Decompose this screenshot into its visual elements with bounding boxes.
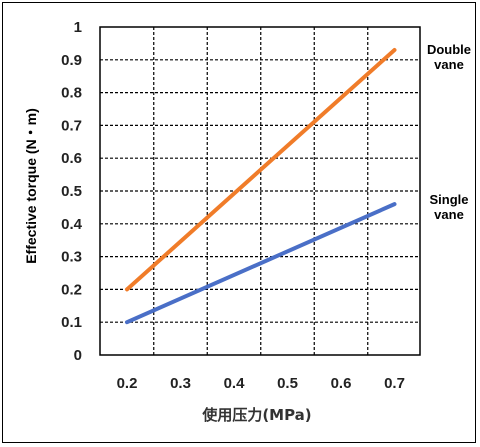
x-tick-label: 0.4	[224, 375, 246, 392]
series-lines	[125, 47, 397, 325]
x-tick-label: 0.7	[384, 375, 405, 392]
series-label-double-vane: Double vane	[427, 42, 471, 72]
x-tick-label: 0.5	[277, 375, 298, 392]
x-axis-ticks: 0.2 0.3 0.4 0.5 0.6 0.7	[117, 375, 405, 392]
y-tick-label: 0.8	[61, 85, 82, 102]
series-line-double-vane	[125, 47, 397, 292]
series-label-single-vane: Single vane	[429, 192, 468, 222]
y-tick-label: 0.3	[61, 249, 82, 266]
y-tick-label: 0.6	[61, 150, 82, 167]
x-tick-label: 0.6	[331, 375, 352, 392]
series-label-line: vane	[434, 207, 464, 222]
y-tick-label: 0	[74, 347, 82, 364]
y-tick-label: 0.7	[61, 117, 82, 134]
y-tick-label: 1	[74, 19, 82, 36]
y-axis-title: Effective torque (N・m)	[23, 108, 39, 264]
y-tick-label: 0.2	[61, 281, 82, 298]
series-label-line: Double	[427, 42, 471, 57]
series-label-line: vane	[434, 57, 464, 72]
y-tick-label: 0.1	[61, 314, 82, 331]
y-axis-ticks: 0 0.1 0.2 0.3 0.4 0.5 0.6 0.7 0.8 0.9 1	[61, 19, 83, 364]
series-label-line: Single	[429, 192, 468, 207]
chart-frame	[2, 2, 476, 443]
y-tick-label: 0.9	[61, 52, 82, 69]
x-tick-label: 0.3	[170, 375, 191, 392]
x-axis-title: 使用压力(MPa)	[201, 406, 311, 424]
grid	[100, 27, 420, 355]
y-tick-label: 0.4	[61, 216, 83, 233]
x-tick-label: 0.2	[117, 375, 138, 392]
y-tick-label: 0.5	[61, 183, 82, 200]
plot-area	[99, 26, 421, 356]
series-line-single-vane	[125, 202, 397, 325]
